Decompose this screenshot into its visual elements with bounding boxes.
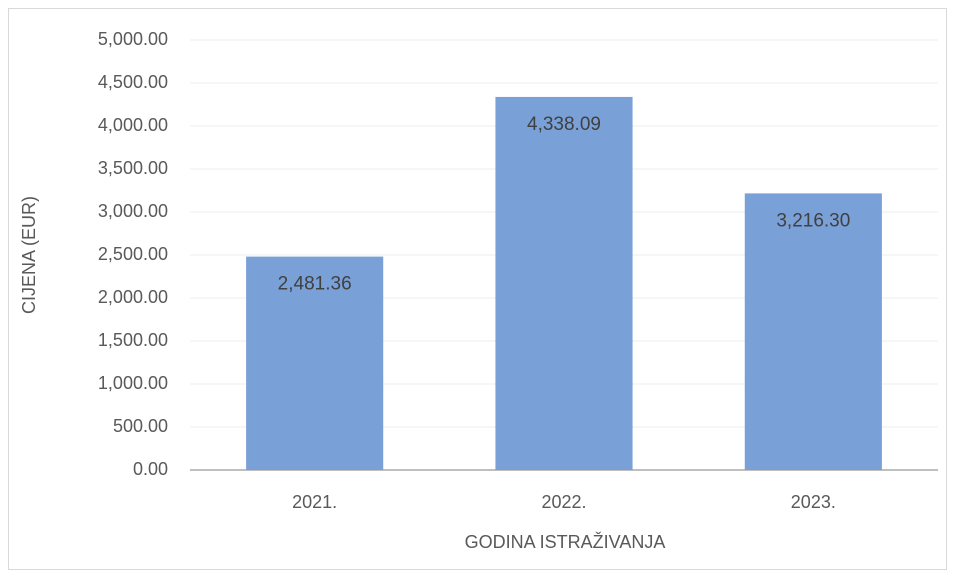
data-label: 2,481.36 bbox=[278, 274, 352, 295]
data-label: 3,216.30 bbox=[776, 210, 850, 231]
y-tick-label: 4,500.00 bbox=[98, 72, 168, 92]
y-tick-label: 500.00 bbox=[113, 416, 168, 436]
y-tick-label: 3,500.00 bbox=[98, 158, 168, 178]
y-tick-label: 5,000.00 bbox=[98, 29, 168, 49]
bar bbox=[495, 96, 633, 471]
y-tick-label: 0.00 bbox=[133, 459, 168, 479]
y-tick-label: 1,000.00 bbox=[98, 373, 168, 393]
x-tick-label: 2023. bbox=[791, 492, 836, 512]
y-tick-label: 3,000.00 bbox=[98, 201, 168, 221]
x-tick-label: 2021. bbox=[292, 492, 337, 512]
bar bbox=[744, 193, 882, 470]
x-axis-title: GODINA ISTRAŽIVANJA bbox=[465, 532, 666, 552]
bar bbox=[246, 256, 384, 470]
y-tick-label: 1,500.00 bbox=[98, 330, 168, 350]
y-tick-label: 2,000.00 bbox=[98, 287, 168, 307]
x-tick-label: 2022. bbox=[541, 492, 586, 512]
y-tick-label: 2,500.00 bbox=[98, 244, 168, 264]
y-axis-title: CIJENA (EUR) bbox=[19, 196, 39, 314]
data-label: 4,338.09 bbox=[527, 114, 601, 135]
y-tick-label: 4,000.00 bbox=[98, 115, 168, 135]
